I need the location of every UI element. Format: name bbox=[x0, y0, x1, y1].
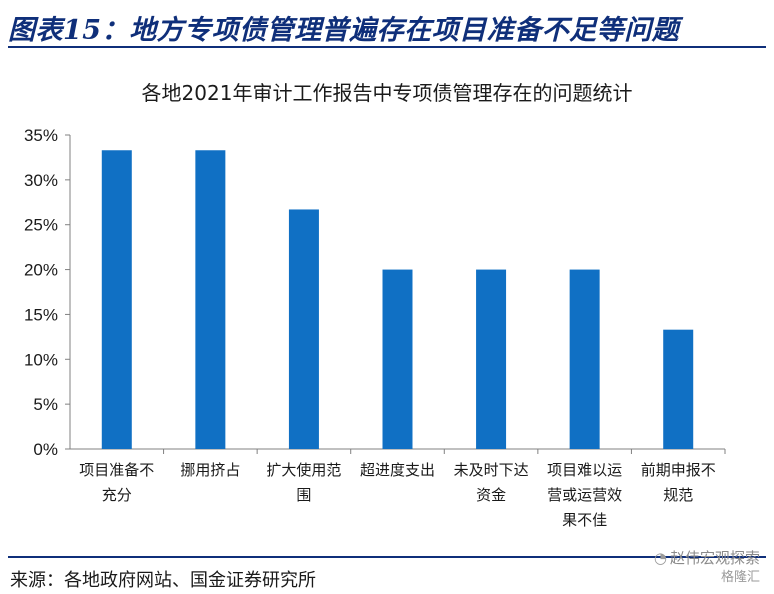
x-tick-label: 前期申报不规范 bbox=[641, 461, 716, 504]
wechat-icon: ◔ bbox=[653, 549, 667, 567]
header: 图表15：地方专项债管理普遍存在项目准备不足等问题 bbox=[0, 0, 774, 48]
x-tick-label-line: 项目准备不 bbox=[79, 461, 154, 479]
bar bbox=[288, 209, 319, 449]
x-tick-label-line: 果不佳 bbox=[562, 511, 607, 529]
y-tick-label: 10% bbox=[24, 350, 58, 369]
chart-title: 各地2021年审计工作报告中专项债管理存在的问题统计 bbox=[141, 81, 633, 105]
y-tick-label: 20% bbox=[24, 261, 58, 280]
bar bbox=[101, 150, 132, 449]
x-tick-label: 未及时下达资金 bbox=[454, 461, 529, 504]
x-tick-label-line: 未及时下达 bbox=[454, 461, 529, 479]
y-tick-label: 25% bbox=[24, 216, 58, 235]
x-tick-label: 扩大使用范围 bbox=[266, 461, 341, 504]
y-tick-label: 15% bbox=[24, 305, 58, 324]
x-tick-label-line: 扩大使用范 bbox=[266, 461, 341, 479]
x-tick-label-line: 挪用挤占 bbox=[180, 461, 240, 479]
y-tick-label: 0% bbox=[33, 440, 58, 459]
x-tick-label-line: 营或运营效 bbox=[547, 486, 622, 504]
x-tick-label-line: 项目难以运 bbox=[547, 461, 622, 479]
source-note: 来源：各地政府网站、国金证券研究所 bbox=[10, 570, 316, 591]
x-tick-label-line: 规范 bbox=[663, 486, 693, 504]
bar bbox=[663, 329, 694, 449]
x-tick-label-line: 充分 bbox=[102, 486, 132, 504]
x-tick-label-line: 前期申报不 bbox=[641, 461, 716, 479]
y-tick-label: 5% bbox=[33, 395, 58, 414]
bar bbox=[569, 269, 600, 449]
x-tick-label-line: 超进度支出 bbox=[360, 461, 435, 479]
y-tick-label: 30% bbox=[24, 171, 58, 190]
bar bbox=[382, 269, 413, 449]
watermark-account: 赵伟宏观探索 bbox=[669, 549, 760, 567]
header-divider bbox=[8, 46, 766, 48]
bar bbox=[195, 150, 226, 449]
x-tick-label: 超进度支出 bbox=[360, 461, 435, 479]
x-tick-label: 项目准备不充分 bbox=[79, 461, 154, 504]
x-tick-label: 挪用挤占 bbox=[180, 461, 240, 479]
watermark-brand: 格隆汇 bbox=[720, 570, 760, 585]
figure-title: 图表15：地方专项债管理普遍存在项目准备不足等问题 bbox=[8, 15, 680, 46]
watermark: ◔ 赵伟宏观探索 格隆汇 bbox=[600, 548, 760, 588]
footer-divider bbox=[8, 556, 766, 558]
x-tick-label-line: 资金 bbox=[476, 486, 506, 504]
x-tick-label-line: 围 bbox=[296, 486, 311, 504]
bar bbox=[476, 269, 507, 449]
y-tick-label: 35% bbox=[24, 126, 58, 145]
x-tick-label: 项目难以运营或运营效果不佳 bbox=[547, 461, 622, 529]
